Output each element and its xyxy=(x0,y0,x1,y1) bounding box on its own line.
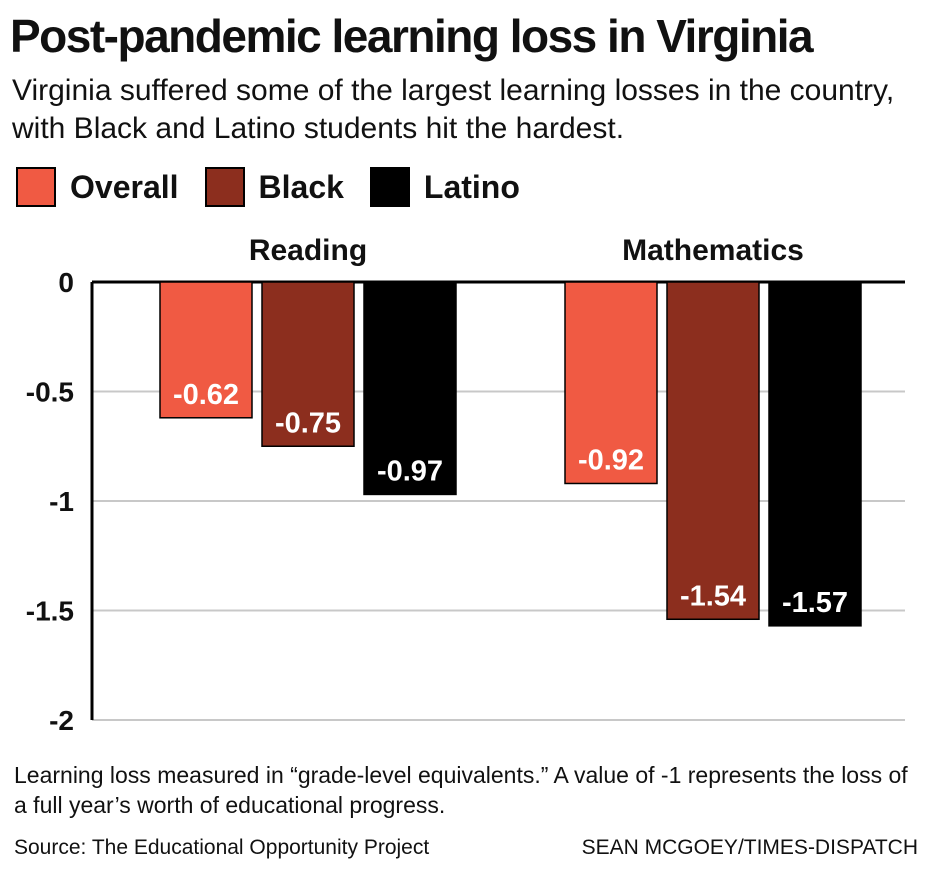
chart-title: Post-pandemic learning loss in Virginia xyxy=(10,10,814,62)
y-tick-label: -1.5 xyxy=(26,596,74,627)
data-label: -0.75 xyxy=(275,407,341,439)
data-label: -0.62 xyxy=(173,379,239,411)
legend: Overall Black Latino xyxy=(16,164,546,210)
bar-overall-reading xyxy=(159,281,253,419)
chart-footnote: Learning loss measured in “grade-level e… xyxy=(14,762,908,818)
bar-black-mathematics xyxy=(666,281,760,621)
bar-latino-reading xyxy=(363,281,457,496)
legend-item-overall: Overall xyxy=(16,167,179,207)
legend-swatch-overall xyxy=(16,167,56,207)
category-label: Mathematics xyxy=(622,234,804,267)
data-label: -1.57 xyxy=(782,587,848,619)
y-tick-label: -1 xyxy=(49,486,74,517)
credit-line: SEAN MCGOEY/TIMES-DISPATCH xyxy=(581,836,918,859)
chart-subtitle: Virginia suffered some of the largest le… xyxy=(12,74,895,145)
bar-overall-mathematics xyxy=(564,281,658,485)
legend-label-latino: Latino xyxy=(423,168,520,205)
data-label: -0.92 xyxy=(578,444,644,476)
category-label: Reading xyxy=(249,234,367,267)
legend-label-overall: Overall xyxy=(70,168,179,205)
legend-swatch-black xyxy=(204,167,245,207)
data-label: -1.54 xyxy=(680,580,746,612)
legend-item-black: Black xyxy=(204,167,344,207)
y-tick-label: 0 xyxy=(58,267,74,298)
data-label: -0.97 xyxy=(377,455,443,487)
y-tick-label: -2 xyxy=(49,705,74,736)
bar-chart: 0 -0.5 -1 -1.5 -2 Reading -0.62 -0.75 -0.97 Mathe… xyxy=(26,234,905,736)
source-line: Source: The Educational Opportunity Proj… xyxy=(14,836,430,859)
legend-item-latino: Latino xyxy=(369,167,520,207)
bar-latino-mathematics xyxy=(768,281,862,627)
legend-swatch-latino xyxy=(369,167,410,207)
legend-label-black: Black xyxy=(258,168,344,205)
y-tick-label: -0.5 xyxy=(26,377,74,408)
bar-black-reading xyxy=(261,281,355,447)
